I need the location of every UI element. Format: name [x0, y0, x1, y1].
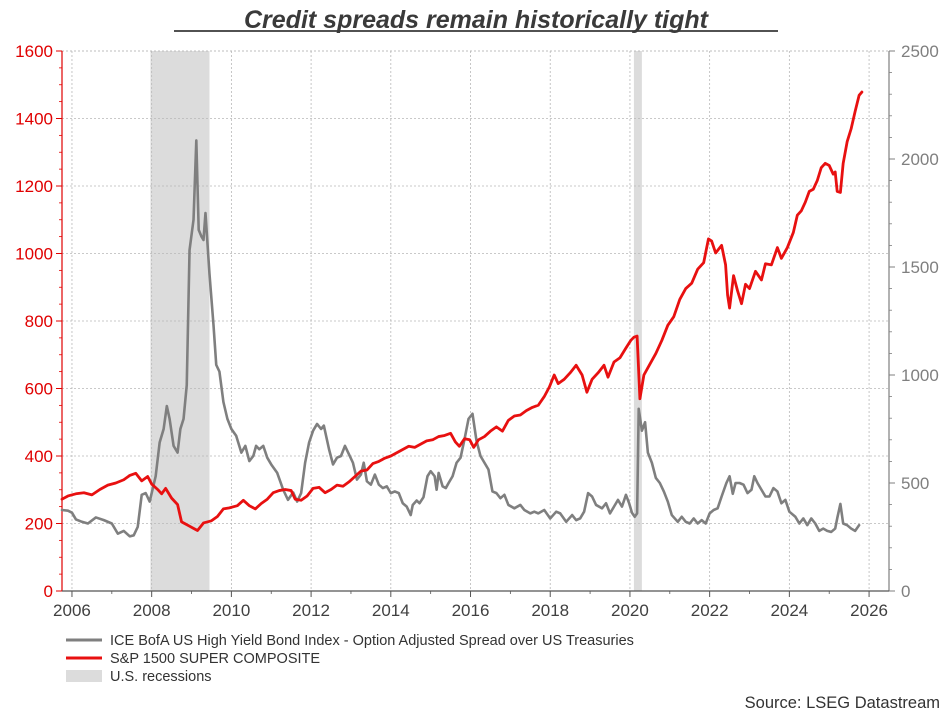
right-tick-label: 500 — [901, 474, 929, 493]
x-tick-label: 2018 — [531, 601, 569, 620]
left-tick-label: 1200 — [15, 177, 53, 196]
legend-label: ICE BofA US High Yield Bond Index - Opti… — [110, 633, 634, 649]
x-tick-label: 2026 — [850, 601, 888, 620]
x-tick-label: 2022 — [691, 601, 729, 620]
left-tick-label: 1600 — [15, 42, 53, 61]
right-tick-label: 1500 — [901, 258, 939, 277]
legend: ICE BofA US High Yield Bond Index - Opti… — [66, 633, 634, 685]
right-tick-label: 0 — [901, 582, 910, 601]
left-tick-label: 600 — [25, 380, 53, 399]
recession-band — [633, 51, 642, 591]
sp1500-line — [60, 90, 864, 532]
right-tick-label: 2000 — [901, 150, 939, 169]
legend-swatch-recession — [66, 670, 102, 682]
left-tick-label: 1400 — [15, 110, 53, 129]
x-tick-label: 2016 — [452, 601, 490, 620]
legend-label: S&P 1500 SUPER COMPOSITE — [110, 651, 320, 667]
series-lines — [60, 90, 864, 538]
x-tick-label: 2024 — [770, 601, 808, 620]
source-note: Source: LSEG Datastream — [745, 694, 940, 712]
x-tick-label: 2006 — [53, 601, 91, 620]
x-tick-label: 2020 — [611, 601, 649, 620]
left-tick-label: 200 — [25, 515, 53, 534]
x-tick-label: 2012 — [292, 601, 330, 620]
legend-label: U.S. recessions — [110, 669, 212, 685]
x-tick-label: 2010 — [212, 601, 250, 620]
x-tick-label: 2008 — [133, 601, 171, 620]
high-yield-spread-line — [60, 139, 861, 538]
right-tick-label: 2500 — [901, 42, 939, 61]
gridlines — [62, 50, 889, 591]
left-tick-label: 800 — [25, 312, 53, 331]
x-tick-label: 2014 — [372, 601, 410, 620]
chart-title: Credit spreads remain historically tight — [244, 6, 710, 34]
left-tick-label: 0 — [44, 582, 53, 601]
left-tick-label: 400 — [25, 447, 53, 466]
right-tick-label: 1000 — [901, 366, 939, 385]
left-tick-label: 1000 — [15, 245, 53, 264]
axes: 0 200 400 600 800 1000 1200 1400 1600 0 500 1000 150… — [15, 42, 939, 620]
